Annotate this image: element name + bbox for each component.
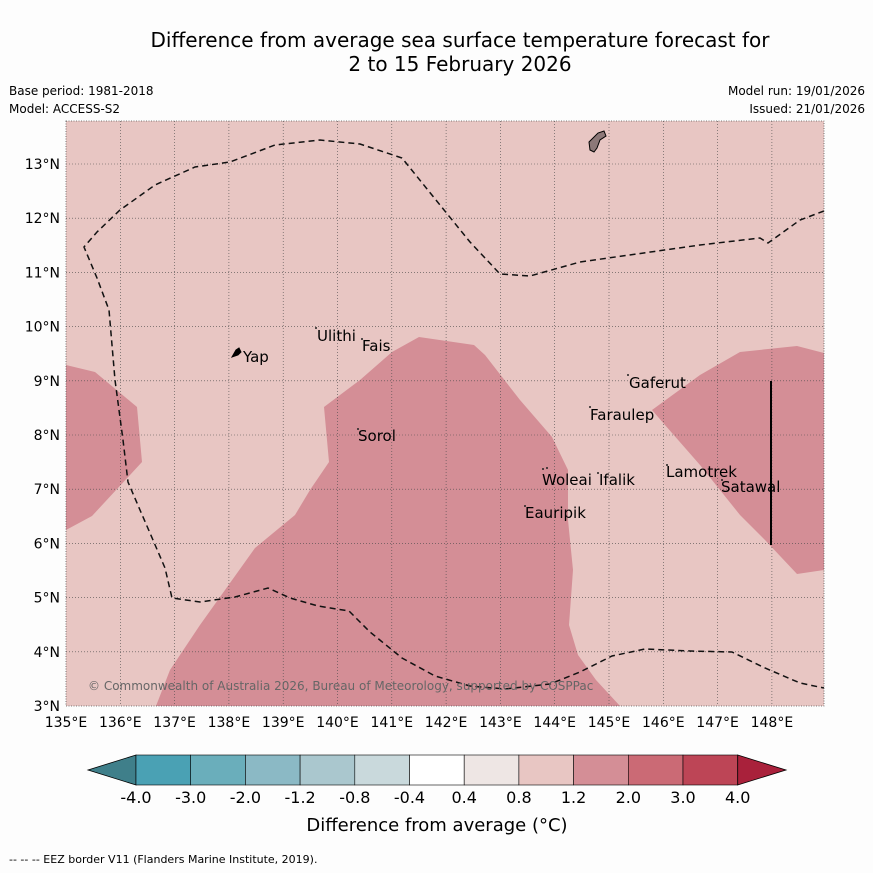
grid-lines: [66, 121, 824, 706]
yap-island: [230, 347, 242, 358]
colorbar-tick-label: 3.0: [670, 788, 695, 807]
lat-tick-label: 8°N: [34, 428, 60, 444]
lon-tick-label: 137°E: [153, 715, 196, 731]
lon-tick-label: 136°E: [99, 715, 142, 731]
guam-island: [588, 130, 607, 153]
chart-title: Difference from average sea surface temp…: [0, 28, 873, 76]
lon-tick-label: 146°E: [642, 715, 685, 731]
place-gaferut: Gaferut: [629, 374, 686, 392]
colorbar-tick-label: 0.8: [506, 788, 531, 807]
colorbar-tick-label: 1.2: [561, 788, 586, 807]
colorbar-tick-label: 4.0: [725, 788, 750, 807]
colorbar-segment: [627, 754, 684, 786]
colorbar-tick-label: -2.0: [230, 788, 261, 807]
colorbar-tick-label: 2.0: [616, 788, 641, 807]
place-sorol: Sorol: [358, 427, 396, 445]
warm-anomaly-central: [156, 337, 620, 706]
lat-tick-label: 4°N: [34, 645, 60, 661]
lon-tick-label: 145°E: [588, 715, 631, 731]
place-ifalik: Ifalik: [599, 471, 635, 489]
place-satawal: Satawal: [721, 478, 780, 496]
lat-tick-label: 11°N: [25, 265, 60, 281]
lat-tick-label: 13°N: [25, 157, 60, 173]
lon-tick-label: 138°E: [208, 715, 251, 731]
colorbar-tick-label: 0.4: [451, 788, 476, 807]
eez-legend: -- -- -- EEZ border V11 (Flanders Marine…: [9, 853, 318, 866]
base-period: Base period: 1981-2018: [9, 84, 154, 98]
colorbar-title: Difference from average (°C): [306, 815, 568, 836]
colorbar-segment: [245, 754, 301, 786]
title-line-2: 2 to 15 February 2026: [348, 52, 572, 76]
lon-tick-label: 148°E: [751, 715, 794, 731]
lon-tick-label: 144°E: [533, 715, 576, 731]
title-line-1: Difference from average sea surface temp…: [150, 28, 770, 52]
place-faraulep: Faraulep: [590, 406, 654, 424]
place-yap: Yap: [242, 348, 269, 366]
model-name: Model: ACCESS-S2: [9, 102, 121, 116]
colorbar-tick-label: -4.0: [120, 788, 151, 807]
colorbar-segment: [409, 754, 465, 786]
map-frame: [65, 120, 825, 707]
lat-tick-label: 12°N: [25, 211, 60, 227]
colorbar-extend-low: [86, 754, 137, 786]
colorbar-segment: [354, 754, 410, 786]
eez-border: [83, 139, 825, 690]
place-ulithi: Ulithi: [317, 327, 356, 345]
lon-tick-label: 139°E: [262, 715, 305, 731]
lon-tick-label: 142°E: [425, 715, 468, 731]
lon-tick-label: 141°E: [371, 715, 414, 731]
lat-tick-label: 7°N: [34, 482, 60, 498]
place-woleai: Woleai: [542, 471, 592, 489]
lon-tick-label: 135°E: [45, 715, 88, 731]
colorbar-tick-label: -3.0: [175, 788, 206, 807]
copyright-text: © Commonwealth of Australia 2026, Bureau…: [88, 679, 593, 693]
lon-tick-label: 147°E: [696, 715, 739, 731]
colorbar-segment: [682, 754, 739, 786]
warm-anomaly-west: [66, 365, 142, 530]
issued-date: Issued: 21/01/2026: [749, 102, 865, 116]
lat-tick-label: 9°N: [34, 374, 60, 390]
place-fais: Fais: [362, 337, 391, 355]
place-eauripik: Eauripik: [525, 504, 586, 522]
colorbar-tick-label: -0.8: [339, 788, 370, 807]
meta-left: Base period: 1981-2018 Model: ACCESS-S2: [9, 82, 154, 118]
warm-anomaly-east: [652, 346, 824, 574]
small-atolls: [315, 327, 723, 507]
place-lamotrek: Lamotrek: [666, 463, 737, 481]
colorbar-segment: [135, 754, 192, 786]
lon-tick-label: 143°E: [479, 715, 522, 731]
model-run: Model run: 19/01/2026: [727, 84, 865, 98]
colorbar-segment: [299, 754, 356, 786]
colorbar: [86, 754, 788, 786]
colorbar-extend-high: [737, 754, 788, 786]
lat-tick-label: 10°N: [25, 320, 60, 336]
lat-tick-label: 5°N: [34, 591, 60, 607]
lat-tick-label: 3°N: [34, 699, 60, 715]
lat-tick-label: 6°N: [34, 536, 60, 552]
colorbar-segment: [190, 754, 246, 786]
colorbar-segment: [463, 754, 520, 786]
colorbar-segment: [518, 754, 574, 786]
colorbar-tick-label: -1.2: [284, 788, 315, 807]
colorbar-segment: [573, 754, 629, 786]
lon-tick-label: 140°E: [316, 715, 359, 731]
meta-right: Model run: 19/01/2026 Issued: 21/01/2026: [728, 82, 865, 118]
colorbar-tick-label: -0.4: [394, 788, 425, 807]
